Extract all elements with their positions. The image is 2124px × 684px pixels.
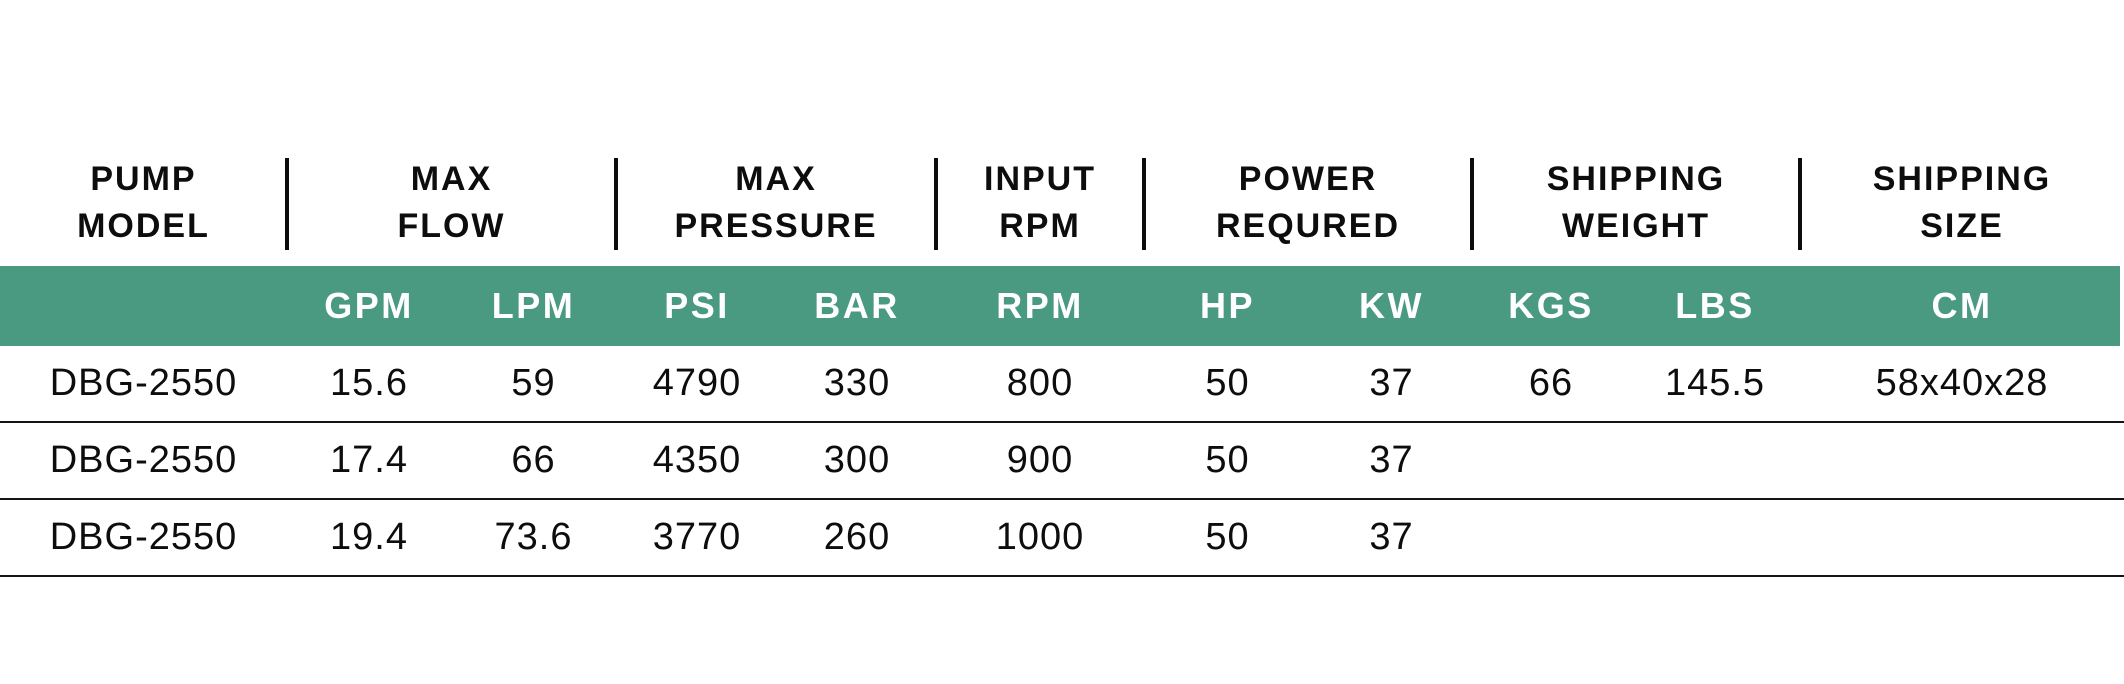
header-label: POWER bbox=[1238, 160, 1378, 198]
cell-kgs: 66 bbox=[1528, 362, 1574, 404]
cell-rpm: 1000 bbox=[995, 516, 1085, 558]
column-divider bbox=[934, 158, 938, 250]
unit-rpm: RPM bbox=[996, 285, 1084, 326]
header-label: FLOW bbox=[397, 207, 506, 245]
cell-lbs: 145.5 bbox=[1664, 362, 1766, 404]
header-pump-model: PUMP MODEL bbox=[0, 140, 289, 266]
unit-cm: CM bbox=[1931, 285, 1993, 326]
header-label: MAX bbox=[410, 160, 493, 198]
cell-gpm: 19.4 bbox=[330, 516, 408, 558]
header-shipping-size: SHIPPING SIZE bbox=[1800, 140, 2124, 266]
cell-hp: 50 bbox=[1205, 516, 1250, 558]
unit-hp: HP bbox=[1199, 285, 1255, 326]
header-label: RPM bbox=[999, 207, 1081, 245]
cell-kgs bbox=[1472, 423, 1630, 498]
header-label: INPUT bbox=[984, 160, 1096, 198]
cell-rpm: 900 bbox=[1006, 439, 1074, 481]
header-label: SIZE bbox=[1920, 207, 2004, 245]
unit-psi: PSI bbox=[664, 285, 730, 326]
header-power-required: POWER REQURED bbox=[1144, 140, 1474, 266]
units-row: GPM LPM PSI BAR RPM HP KW KGS LBS CM bbox=[0, 266, 2120, 346]
cell-hp: 50 bbox=[1205, 362, 1250, 404]
cell-shipping-size bbox=[1800, 500, 2124, 575]
cell-kw: 37 bbox=[1369, 362, 1414, 404]
cell-bar: 330 bbox=[823, 362, 891, 404]
cell-hp: 50 bbox=[1205, 439, 1250, 481]
cell-psi: 4790 bbox=[652, 362, 742, 404]
unit-kgs: KGS bbox=[1508, 285, 1594, 326]
cell-shipping-size: 58x40x28 bbox=[1875, 362, 2049, 404]
column-divider bbox=[285, 158, 289, 250]
cell-lbs bbox=[1630, 423, 1800, 498]
cell-gpm: 15.6 bbox=[330, 362, 408, 404]
column-divider bbox=[1470, 158, 1474, 250]
cell-lpm: 59 bbox=[511, 362, 556, 404]
unit-blank bbox=[0, 266, 287, 346]
cell-rpm: 800 bbox=[1006, 362, 1074, 404]
cell-psi: 3770 bbox=[652, 516, 742, 558]
cell-kw: 37 bbox=[1369, 439, 1414, 481]
header-label: MODEL bbox=[77, 207, 210, 245]
unit-lbs: LBS bbox=[1675, 285, 1755, 326]
cell-kw: 37 bbox=[1369, 516, 1414, 558]
header-label: REQURED bbox=[1215, 207, 1401, 245]
cell-lbs bbox=[1630, 500, 1800, 575]
header-shipping-weight: SHIPPING WEIGHT bbox=[1472, 140, 1802, 266]
cell-gpm: 17.4 bbox=[330, 439, 408, 481]
cell-pump-model: DBG-2550 bbox=[49, 439, 238, 481]
header-label: WEIGHT bbox=[1562, 207, 1710, 245]
header-max-flow: MAX FLOW bbox=[287, 140, 618, 266]
header-max-pressure: MAX PRESSURE bbox=[616, 140, 938, 266]
cell-bar: 300 bbox=[823, 439, 891, 481]
header-label: PRESSURE bbox=[674, 207, 878, 245]
cell-lpm: 73.6 bbox=[494, 516, 573, 558]
header-label: MAX bbox=[735, 160, 817, 198]
header-label: PUMP bbox=[90, 160, 197, 198]
column-divider bbox=[1798, 158, 1802, 250]
unit-kw: KW bbox=[1359, 285, 1424, 326]
table-row: DBG-2550 19.4 73.6 3770 260 1000 50 37 bbox=[0, 500, 2124, 577]
table-row: DBG-2550 15.6 59 4790 330 800 50 37 66 1… bbox=[0, 346, 2124, 423]
cell-kgs bbox=[1472, 500, 1630, 575]
cell-pump-model: DBG-2550 bbox=[49, 362, 238, 404]
header-input-rpm: INPUT RPM bbox=[936, 140, 1146, 266]
header-label: SHIPPING bbox=[1872, 160, 2052, 198]
column-divider bbox=[1142, 158, 1146, 250]
unit-lpm: LPM bbox=[491, 285, 576, 326]
unit-bar: BAR bbox=[814, 285, 900, 326]
table-header-row: PUMP MODEL MAX FLOW MAX PRESSURE INPUT R… bbox=[0, 140, 2124, 266]
cell-pump-model: DBG-2550 bbox=[49, 516, 238, 558]
table-row: DBG-2550 17.4 66 4350 300 900 50 37 bbox=[0, 423, 2124, 500]
cell-psi: 4350 bbox=[652, 439, 742, 481]
header-label: SHIPPING bbox=[1546, 160, 1726, 198]
cell-shipping-size bbox=[1800, 423, 2124, 498]
column-divider bbox=[614, 158, 618, 250]
unit-gpm: GPM bbox=[324, 285, 414, 326]
cell-lpm: 66 bbox=[511, 439, 556, 481]
cell-bar: 260 bbox=[823, 516, 891, 558]
